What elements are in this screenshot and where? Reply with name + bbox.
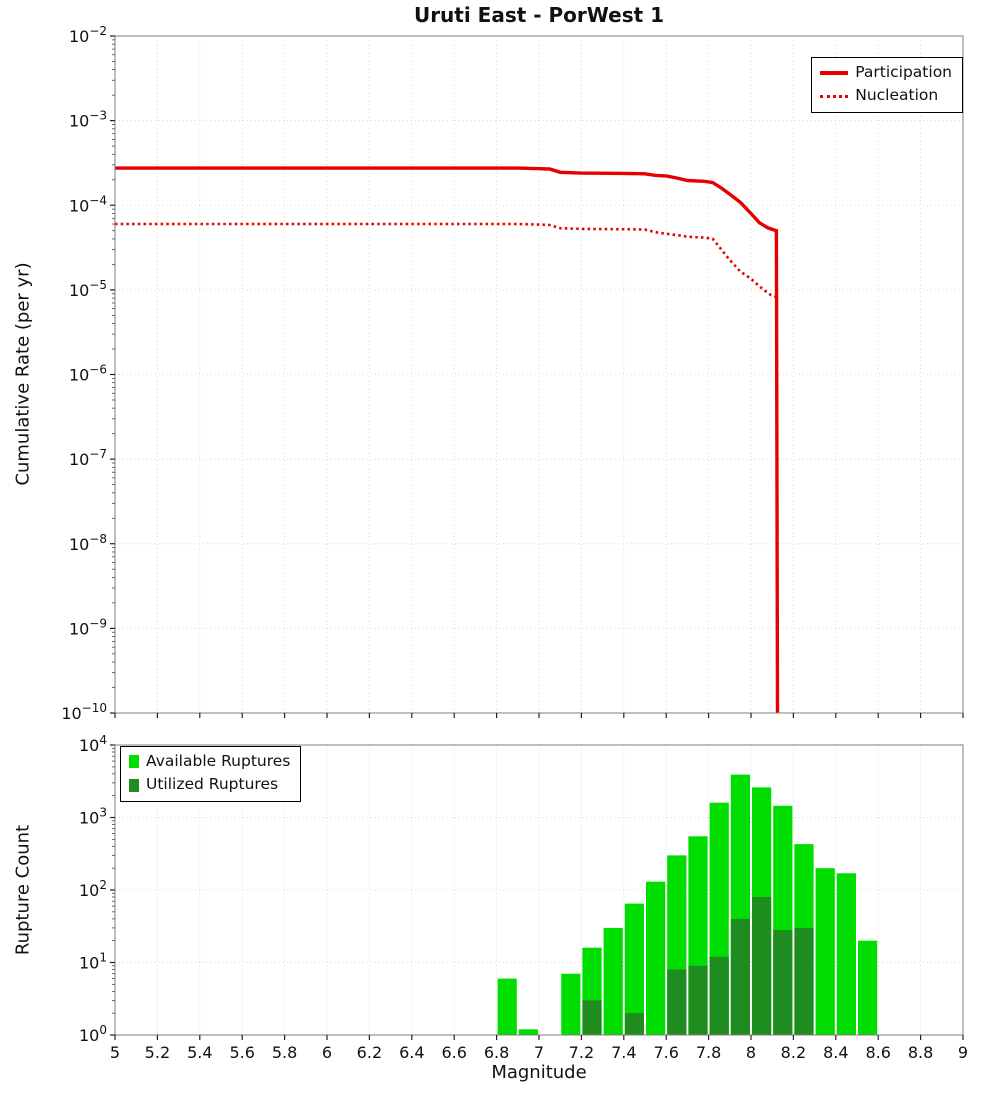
utilized-ruptures-bar: [688, 965, 708, 1035]
available-ruptures-bar: [815, 868, 835, 1035]
x-axis-label: Magnitude: [491, 1062, 587, 1083]
cumulative-rate-chart: 10−10 10−9 10−8 10−7 10−6 10−5 10−4 10−3 10−2: [61, 24, 964, 723]
top-y-axis-label: Cumulative Rate (per yr): [12, 262, 34, 486]
bottom-y-axis-label: Rupture Count: [12, 824, 34, 956]
utilized-ruptures-bar: [582, 1000, 602, 1035]
x-tick-label: 7.6: [653, 1043, 678, 1062]
y-tick-label: 100: [79, 1023, 107, 1045]
available-ruptures-swatch-icon: [129, 755, 139, 769]
available-ruptures-bar: [603, 927, 623, 1035]
available-ruptures-bar: [518, 1029, 538, 1035]
axis-ticks: 10−10 10−9 10−8 10−7 10−6 10−5 10−4 10−3 10−2: [61, 24, 964, 723]
x-tick-label: 6: [322, 1043, 332, 1062]
y-tick-label: 10−9: [69, 616, 107, 638]
nucleation-line-sample-icon: [820, 94, 849, 98]
x-tick-label: 7: [534, 1043, 544, 1062]
legend-label-available: Available Ruptures: [146, 752, 291, 770]
utilized-ruptures-bar: [667, 969, 687, 1035]
utilized-ruptures-bar: [752, 897, 772, 1035]
legend-entry-utilized: Utilized Ruptures: [129, 775, 290, 794]
y-tick-label: 10−5: [69, 278, 107, 300]
utilized-ruptures-bar: [730, 918, 750, 1035]
participation-line-sample-icon: [820, 70, 849, 75]
x-tick-label: 6.2: [357, 1043, 382, 1062]
y-tick-label: 10−6: [69, 363, 107, 385]
x-tick-label: 7.8: [696, 1043, 721, 1062]
rupture-legend: Available Ruptures Utilized Ruptures: [120, 746, 302, 802]
available-ruptures-bar: [646, 881, 666, 1035]
x-tick-label: 7.2: [569, 1043, 594, 1062]
y-tick-label: 10−7: [69, 447, 107, 469]
x-tick-label: 5.4: [187, 1043, 212, 1062]
available-ruptures-bar: [858, 940, 878, 1035]
x-tick-label: 8.8: [908, 1043, 933, 1062]
y-tick-label: 10−10: [61, 701, 107, 723]
y-tick-label: 10−8: [69, 532, 107, 554]
y-tick-label: 10−2: [69, 24, 107, 46]
utilized-ruptures-swatch-icon: [129, 778, 139, 792]
available-ruptures-bar: [497, 978, 517, 1035]
x-tick-label: 7.4: [611, 1043, 636, 1062]
x-tick-label: 6.4: [399, 1043, 424, 1062]
legend-label-utilized: Utilized Ruptures: [146, 775, 279, 794]
x-tick-label: 8.2: [781, 1043, 806, 1062]
available-ruptures-bar: [561, 973, 581, 1035]
grid: [114, 35, 964, 714]
legend-entry-participation: Participation: [820, 63, 952, 82]
legend-label-participation: Participation: [855, 63, 952, 81]
available-ruptures-bar: [836, 873, 856, 1035]
chart-title: Uruti East - PorWest 1: [413, 3, 665, 27]
axis-ticks: 5 5.2 5.4 5.6 5.8 6 6.2 6.4 6.6 6.8 7 7.2 7.4 7.6 7.8 8…: [79, 733, 968, 1062]
x-tick-label: 6.8: [484, 1043, 509, 1062]
participation-line: [115, 166, 780, 713]
legend-entry-available: Available Ruptures: [129, 752, 290, 771]
x-tick-label: 8: [746, 1043, 756, 1062]
x-tick-label: 9: [958, 1043, 968, 1062]
available-ruptures-bar: [624, 903, 644, 1035]
x-tick-label: 5.2: [145, 1043, 170, 1062]
utilized-ruptures-bar: [709, 956, 729, 1035]
nucleation-line: [115, 222, 779, 713]
utilized-ruptures-bar: [773, 930, 793, 1035]
x-tick-label: 8.6: [865, 1043, 890, 1062]
x-tick-label: 5.6: [229, 1043, 254, 1062]
rate-legend: Participation Nucleation: [811, 57, 963, 113]
y-tick-label: 10−4: [69, 193, 107, 215]
legend-entry-nucleation: Nucleation: [820, 86, 952, 105]
y-tick-label: 103: [79, 806, 107, 828]
x-tick-label: 5: [110, 1043, 120, 1062]
x-tick-label: 8.4: [823, 1043, 848, 1062]
utilized-ruptures-bar: [624, 1013, 644, 1035]
utilized-ruptures-bar: [794, 927, 814, 1035]
legend-label-nucleation: Nucleation: [855, 86, 939, 105]
x-tick-label: 5.8: [272, 1043, 297, 1062]
y-tick-label: 10−3: [69, 109, 107, 131]
y-tick-label: 102: [79, 878, 107, 900]
y-tick-label: 101: [79, 951, 107, 973]
y-tick-label: 104: [79, 733, 107, 755]
x-tick-label: 6.6: [441, 1043, 466, 1062]
